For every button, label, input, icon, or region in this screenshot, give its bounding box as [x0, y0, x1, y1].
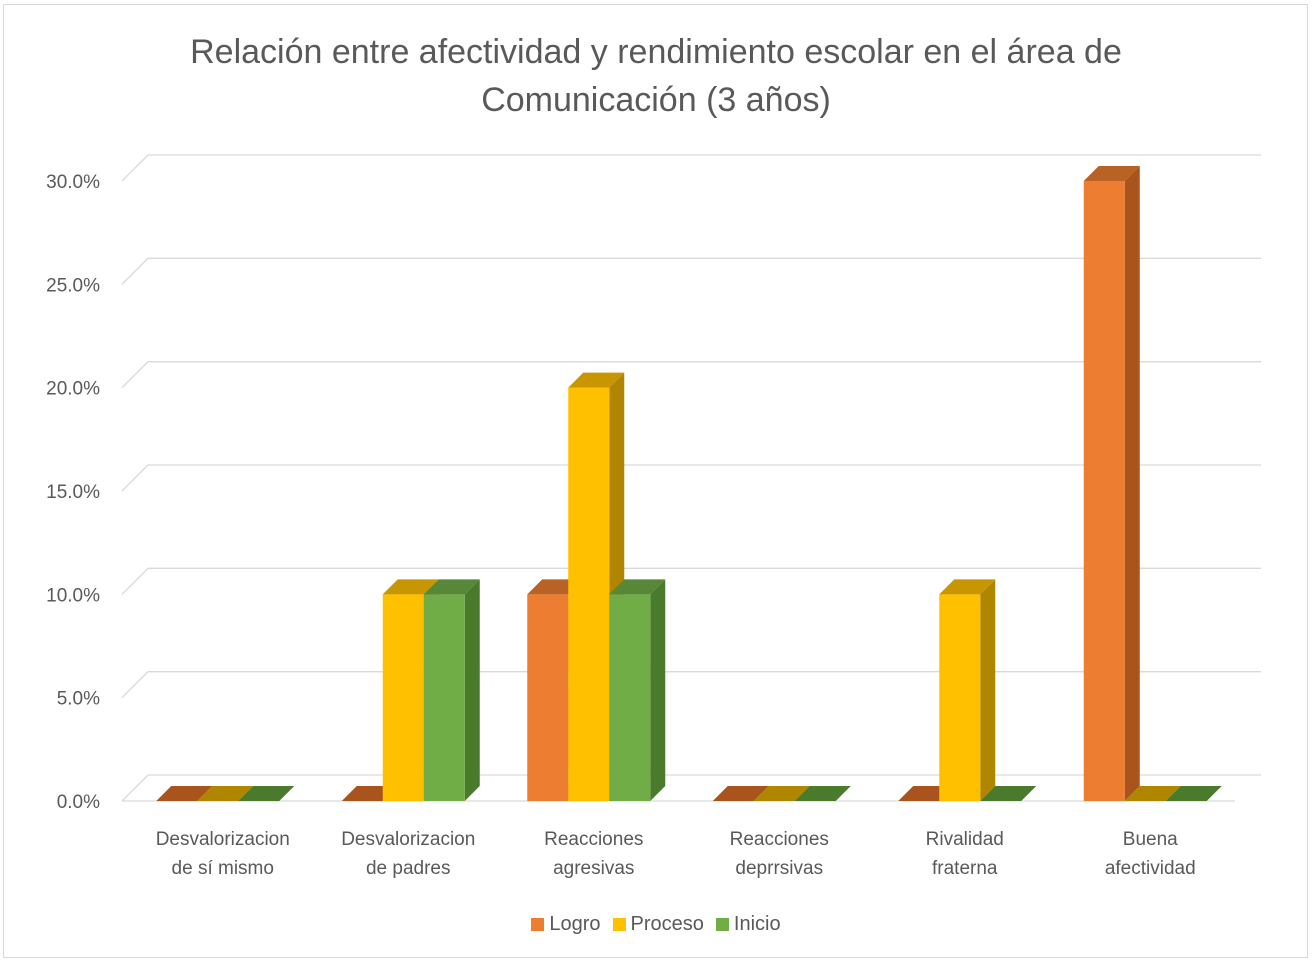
x-tick-label: agresivas	[553, 858, 634, 879]
y-tick-label: 15.0%	[46, 482, 100, 503]
legend-label-logro: Logro	[549, 913, 601, 935]
x-tick-label: Buena	[1123, 829, 1178, 850]
y-tick-label: 10.0%	[46, 585, 100, 606]
y-tick-label: 0.0%	[57, 792, 100, 813]
gridline-depth	[121, 774, 149, 802]
bar	[609, 594, 651, 801]
x-tick-label: Rivalidad	[926, 829, 1004, 850]
bar-top	[1083, 166, 1140, 181]
gridline-depth	[121, 464, 149, 492]
legend-swatch-logro	[531, 918, 545, 931]
bar	[568, 387, 610, 801]
bar	[423, 594, 465, 801]
x-tick-label: Desvalorizacion	[156, 829, 290, 850]
y-tick-label: 20.0%	[46, 379, 100, 400]
bar-top	[238, 786, 295, 801]
bar	[1083, 181, 1125, 801]
legend-label-proceso: Proceso	[630, 913, 704, 935]
bar-top	[939, 579, 996, 595]
bar-top	[568, 372, 625, 388]
bar	[527, 594, 569, 801]
x-tick-label: fraterna	[932, 858, 998, 879]
bar-side	[650, 579, 666, 801]
bar	[382, 594, 424, 801]
x-tick-label: Reacciones	[544, 829, 643, 850]
x-tick-label: deprrsivas	[735, 858, 823, 879]
bar-top	[980, 786, 1037, 801]
bar	[939, 594, 981, 801]
x-tick-label: Reacciones	[730, 829, 829, 850]
bar-top	[382, 579, 439, 595]
bar-side	[1124, 166, 1140, 801]
gridline-depth	[121, 154, 149, 182]
x-tick-label: Desvalorizacion	[341, 829, 475, 850]
bar-top	[609, 579, 666, 595]
legend-swatch-proceso	[612, 918, 626, 931]
bar-top	[197, 786, 254, 801]
bar-top	[794, 786, 851, 801]
y-tick-label: 30.0%	[46, 172, 100, 193]
bar-top	[156, 786, 213, 801]
gridline-depth	[121, 567, 149, 595]
chart-title-line-2: Comunicación (3 años)	[481, 81, 831, 119]
x-tick-label: de padres	[366, 858, 451, 879]
bar-top	[1124, 786, 1181, 801]
legend-item-proceso: Proceso	[612, 913, 704, 936]
legend-item-inicio: Inicio	[715, 913, 781, 936]
legend-swatch-inicio	[715, 918, 729, 931]
bar-top	[423, 579, 480, 595]
chart-title: Relación entre afectividad y rendimiento…	[0, 28, 1312, 124]
legend-item-logro: Logro	[531, 913, 601, 936]
x-tick-label: de sí mismo	[172, 858, 274, 879]
bar-top	[712, 786, 769, 801]
gridline-depth	[121, 671, 149, 699]
bar-top	[1165, 786, 1222, 801]
bar-top	[753, 786, 810, 801]
gridline-depth	[121, 361, 149, 389]
x-tick-label: afectividad	[1105, 858, 1196, 879]
legend-label-inicio: Inicio	[733, 913, 781, 935]
gridline-depth	[121, 257, 149, 285]
y-tick-label: 25.0%	[46, 275, 100, 296]
bar-side	[980, 579, 996, 801]
legend: Logro Proceso Inicio	[0, 913, 1312, 936]
bar-side	[464, 579, 480, 801]
y-tick-label: 5.0%	[57, 689, 100, 710]
chart-title-line-1: Relación entre afectividad y rendimiento…	[190, 33, 1122, 71]
